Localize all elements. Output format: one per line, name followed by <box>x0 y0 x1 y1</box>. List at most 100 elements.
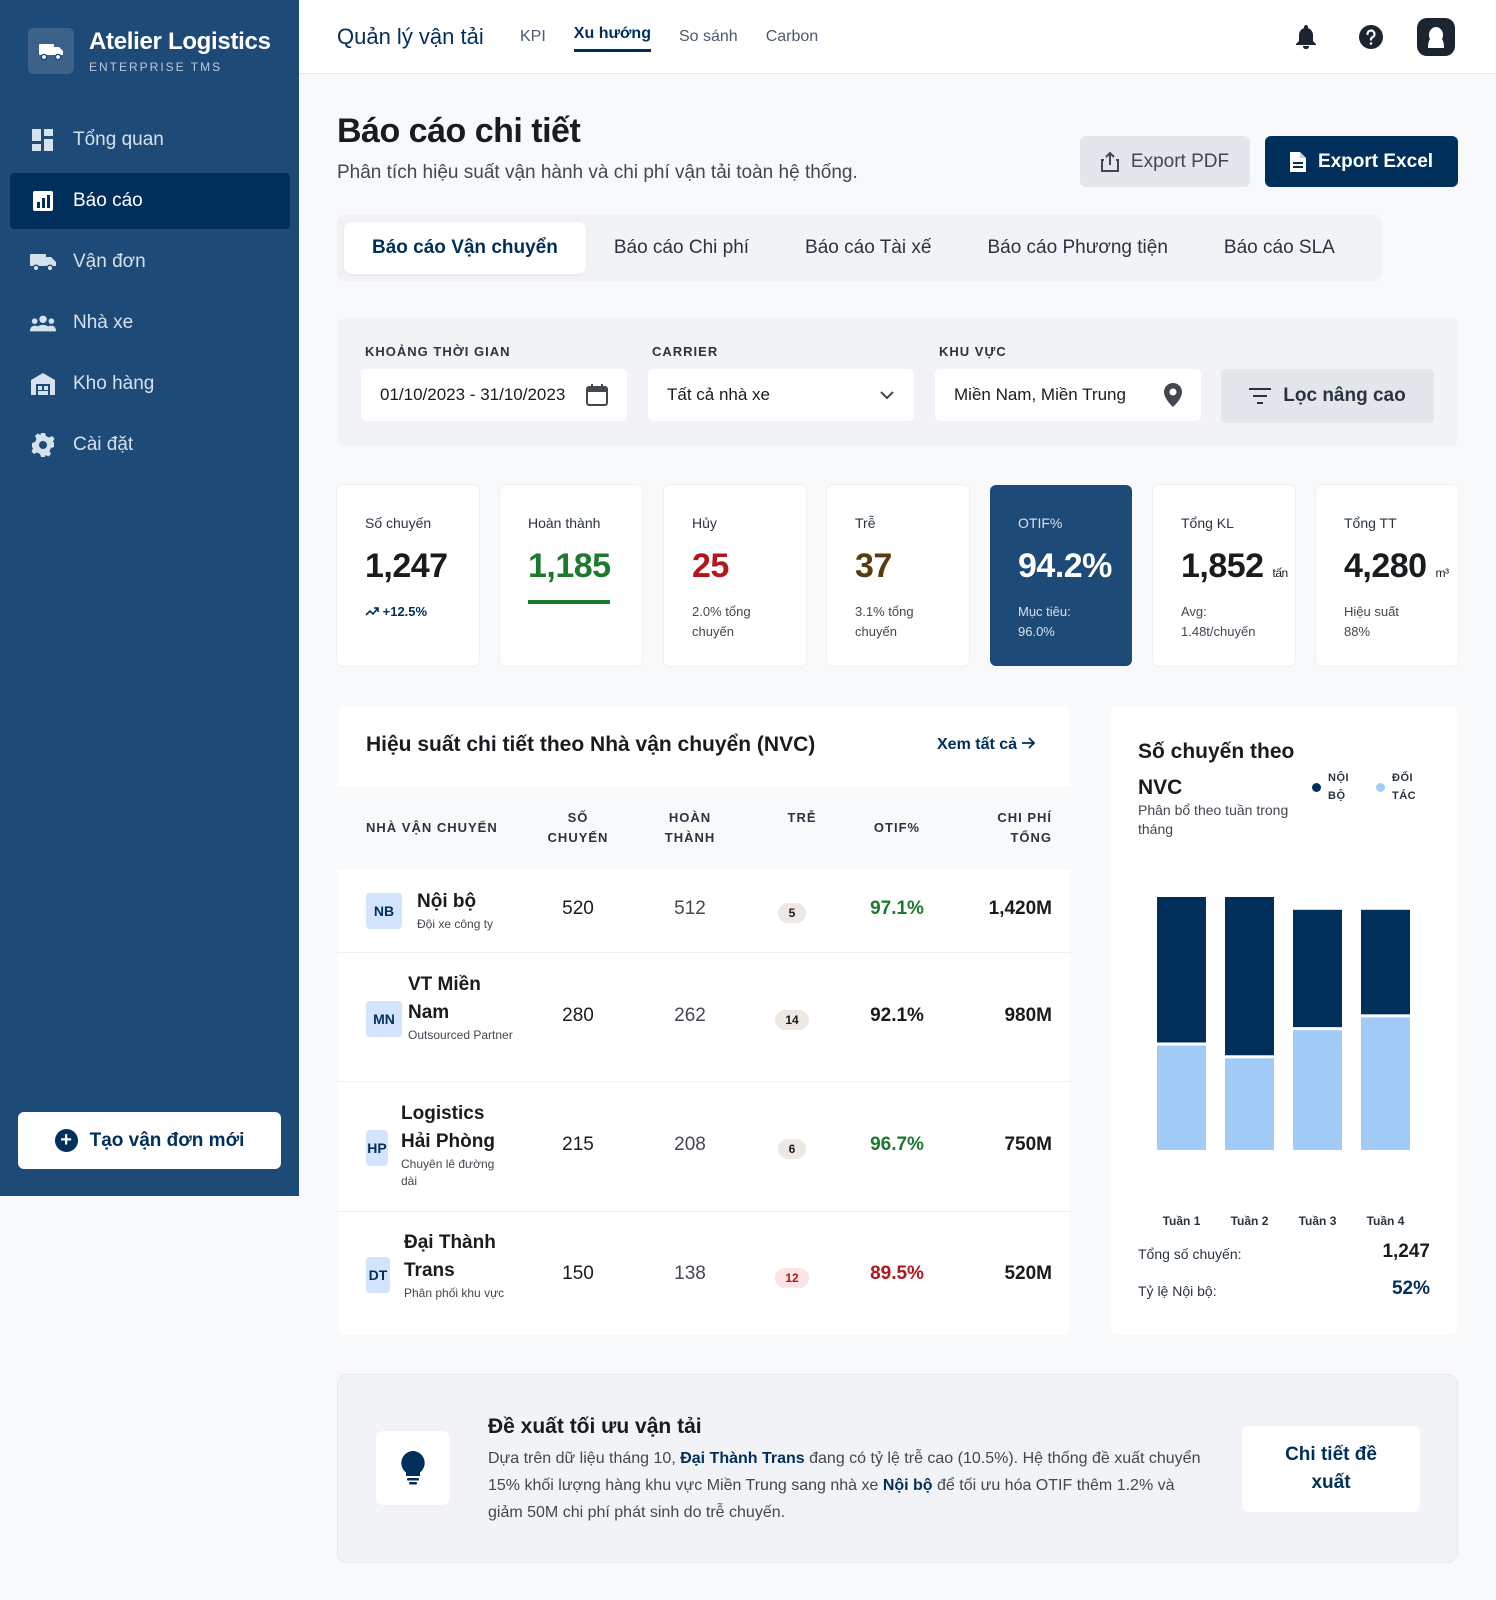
carrier-name-text: Nội bộ <box>417 891 477 912</box>
stacked-bar-chart: Tuần 1 Tuần 2 Tuần 3 Tuần 4 <box>1157 897 1410 1228</box>
view-all-link[interactable]: Xem tất cả <box>937 736 1036 754</box>
plus-icon: + <box>54 1129 78 1152</box>
region-select[interactable]: Miền Nam, Miền Trung <box>935 369 1201 421</box>
internal-ratio-label: Tỷ lệ Nội bộ: <box>1138 1283 1217 1299</box>
tab-carbon[interactable]: Carbon <box>765 28 819 45</box>
col-trips: SỐ CHUYẾN <box>547 810 609 845</box>
tab-sla-report[interactable]: Báo cáo SLA <box>1223 237 1335 258</box>
rec-text-part: đang có tỷ lệ trễ cao (10.5%). Hệ thống … <box>488 1450 1201 1494</box>
recommendation-card: Đề xuất tối ưu vận tải Dựa trên dữ liệu … <box>337 1374 1458 1563</box>
create-waybill-button[interactable]: + Tạo vận đơn mới <box>18 1112 281 1169</box>
date-range-input[interactable]: 01/10/2023 - 31/10/2023 <box>361 369 627 421</box>
carrier-name: Logistics Hải Phòng Chuyên lê đường dài <box>401 1100 511 1190</box>
legend-internal: NỘI BỘ <box>1312 769 1364 805</box>
bar-internal-1[interactable] <box>1157 897 1206 1043</box>
bar-internal-4[interactable] <box>1361 909 1410 1015</box>
carrier-select[interactable]: Tất cả nhà xe <box>648 369 914 421</box>
cost-value: 980M <box>1004 1005 1052 1026</box>
bar-partner-4[interactable] <box>1361 1017 1410 1150</box>
stat-label: Trễ <box>855 515 876 531</box>
late-badge: 12 <box>775 1268 809 1288</box>
x-tick-label: Tuần 2 <box>1231 1214 1269 1228</box>
sidebar-item-carriers[interactable]: Nhà xe <box>10 295 290 351</box>
stat-label: Số chuyến <box>365 515 432 531</box>
export-pdf-label: Export PDF <box>1130 150 1230 172</box>
carrier-avatar: NB <box>366 893 402 929</box>
bar-partner-1[interactable] <box>1157 1045 1206 1150</box>
stat-late: Trễ 37 3.1% tổng chuyến <box>827 485 969 666</box>
carrier-avatar: HP <box>366 1130 388 1166</box>
stat-label: Tổng TT <box>1344 515 1397 531</box>
calendar-icon <box>586 384 608 406</box>
create-waybill-label: Tạo vận đơn mới <box>89 1129 245 1151</box>
bar-partner-2[interactable] <box>1225 1058 1274 1150</box>
bar-partner-3[interactable] <box>1293 1030 1342 1150</box>
legend-dot-partner <box>1376 783 1385 792</box>
bell-icon[interactable] <box>1286 17 1326 57</box>
bar-internal-3[interactable] <box>1293 909 1342 1028</box>
stat-trend: +12.5% <box>365 602 479 622</box>
advanced-filter-button[interactable]: Lọc nâng cao <box>1221 369 1434 423</box>
stat-sub: 2.0% tổng chuyến <box>692 604 751 639</box>
rec-internal-highlight: Nội bộ <box>882 1477 933 1494</box>
carrier-value: Tất cả nhà xe <box>667 385 771 404</box>
otif-value: 96.7% <box>870 1134 924 1155</box>
recommendation-title: Đề xuất tối ưu vận tải <box>488 1415 702 1438</box>
late-badge: 5 <box>778 903 806 923</box>
cost-value: 1,420M <box>988 898 1052 919</box>
sidebar-item-overview[interactable]: Tổng quan <box>10 112 290 168</box>
export-excel-button[interactable]: Export Excel <box>1265 136 1458 187</box>
table-title: Hiệu suất chi tiết theo Nhà vận chuyển (… <box>366 733 816 756</box>
stat-value: 1,852 tấn <box>1181 547 1295 586</box>
chevron-down-icon <box>880 391 894 400</box>
tab-cost-report[interactable]: Báo cáo Chi phí <box>613 237 750 258</box>
table-row[interactable]: HP Logistics Hải Phòng Chuyên lê đường dà… <box>337 1082 1071 1212</box>
table-header: NHÀ VẬN CHUYỂN SỐ CHUYẾN HOÀN THÀNH TRỄ … <box>337 787 1071 869</box>
table-row[interactable]: NB Nội bộ Đội xe công ty 520 512 5 97.1% … <box>337 869 1071 953</box>
col-late: TRỄ <box>787 810 817 825</box>
advanced-filter-label: Lọc nâng cao <box>1283 385 1406 406</box>
table-row[interactable]: DT Đại Thành Trans Phân phối khu vực 150 … <box>337 1212 1071 1335</box>
stat-unit: m³ <box>1435 566 1450 580</box>
view-all-label: Xem tất cả <box>937 736 1018 753</box>
top-icons <box>1261 17 1456 57</box>
sidebar-item-reports[interactable]: Báo cáo <box>10 173 290 229</box>
help-icon[interactable] <box>1351 17 1391 57</box>
region-label: KHU VỰC <box>939 344 1007 359</box>
stat-unit: tấn <box>1272 566 1289 580</box>
table-row[interactable]: MN VT Miền Nam Outsourced Partner 280 262… <box>337 953 1071 1082</box>
people-icon <box>30 310 56 336</box>
stat-value-number: 1,852 <box>1181 547 1264 585</box>
user-avatar[interactable] <box>1416 17 1456 57</box>
truck-logo-icon <box>28 28 74 74</box>
done-value: 262 <box>674 1005 706 1026</box>
brand[interactable]: Atelier Logistics ENTERPRISE TMS <box>28 28 271 74</box>
stat-label: Tổng KL <box>1181 515 1234 531</box>
bar-internal-2[interactable] <box>1225 897 1274 1056</box>
recommendation-text: Dựa trên dữ liệu tháng 10, Đại Thành Tra… <box>488 1445 1208 1526</box>
stat-completed: Hoàn thành 1,185 <box>500 485 642 666</box>
stat-sub: Mục tiêu: 96.0% <box>1018 604 1071 639</box>
export-pdf-button[interactable]: Export PDF <box>1080 136 1250 187</box>
tab-shipping-report[interactable]: Báo cáo Vận chuyển <box>344 222 586 274</box>
stat-sub: Avg: 1.48t/chuyến <box>1181 604 1256 639</box>
tab-compare[interactable]: So sánh <box>678 28 738 45</box>
trips-by-carrier-chart-card: Số chuyến theo NVC Phân bổ theo tuần tro… <box>1110 706 1458 1335</box>
stat-sub: 3.1% tổng chuyến <box>855 604 914 639</box>
sidebar-item-settings[interactable]: Cài đặt <box>10 417 290 473</box>
sidebar-item-warehouse[interactable]: Kho hàng <box>10 356 290 412</box>
sidebar-item-waybills[interactable]: Vận đơn <box>10 234 290 290</box>
tab-kpi[interactable]: KPI <box>520 28 546 45</box>
trips-value: 150 <box>562 1263 594 1284</box>
recommendation-detail-button[interactable]: Chi tiết đề xuất <box>1242 1426 1420 1512</box>
stat-value: 25 <box>692 547 729 585</box>
carrier-desc: Phân phối khu vực <box>404 1286 505 1300</box>
sidebar-nav: Tổng quan Báo cáo Vận đơn Nhà xe Kho hàn… <box>10 112 290 478</box>
tab-driver-report[interactable]: Báo cáo Tài xế <box>805 237 932 258</box>
tab-vehicle-report[interactable]: Báo cáo Phương tiện <box>987 237 1168 258</box>
tab-trends[interactable]: Xu hướng <box>573 0 651 52</box>
stat-volume: Tổng TT 4,280 m³ Hiệu suất 88% <box>1316 485 1458 666</box>
carrier-name: Đại Thành Trans Phân phối khu vực <box>404 1229 514 1302</box>
sidebar-item-label: Báo cáo <box>73 190 143 211</box>
carrier-name: Nội bộ Đội xe công ty <box>417 888 527 933</box>
